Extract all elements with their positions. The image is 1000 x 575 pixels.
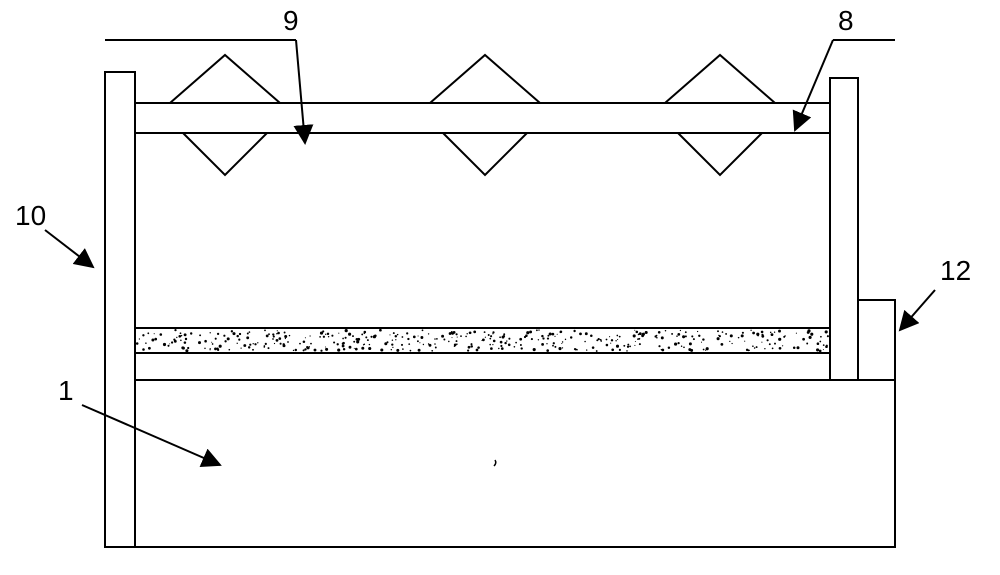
- leader-l10: [45, 230, 93, 267]
- left-post: [105, 72, 135, 547]
- label-l1: 1: [58, 375, 74, 406]
- label-l10: 10: [15, 200, 46, 231]
- machine-frame: [105, 72, 895, 547]
- leader-l12: [900, 290, 935, 330]
- top-bar: [135, 103, 830, 133]
- label-l8: 8: [838, 5, 854, 36]
- right-post: [830, 78, 858, 380]
- lower-box: [135, 380, 895, 547]
- label-l9: 9: [283, 5, 299, 36]
- right-attachment: [858, 300, 895, 380]
- label-l12: 12: [940, 255, 971, 286]
